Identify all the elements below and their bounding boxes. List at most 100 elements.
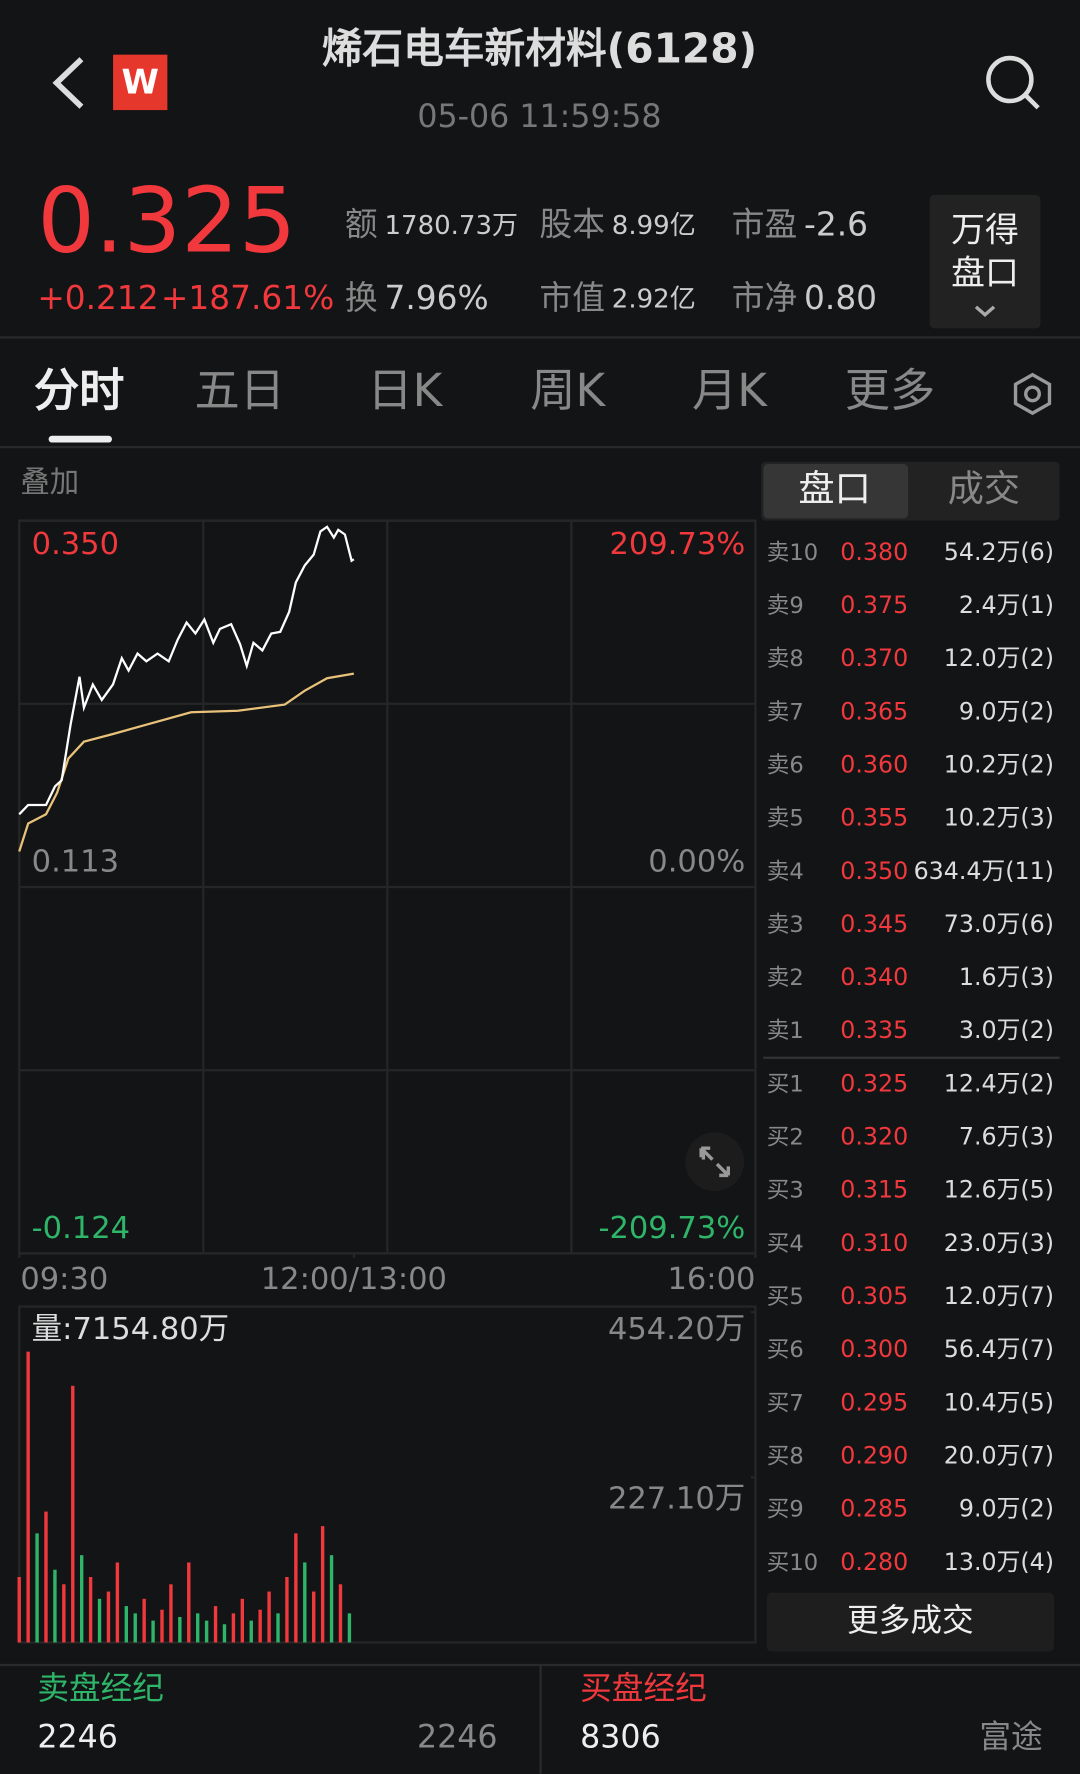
- book-volume: 13.0万(4): [944, 1548, 1054, 1576]
- book-volume: 23.0万(3): [944, 1229, 1054, 1257]
- book-price: 0.305: [840, 1282, 908, 1310]
- book-price: 0.295: [840, 1388, 908, 1416]
- book-volume: 12.4万(2): [944, 1069, 1054, 1097]
- book-volume: 2.4万(1): [959, 591, 1054, 619]
- volume-bar: [17, 1577, 21, 1643]
- tab-underline: [48, 435, 112, 443]
- volume-bar: [294, 1533, 298, 1643]
- tab[interactable]: 月K: [692, 364, 768, 417]
- book-price: 0.380: [840, 538, 908, 566]
- book-side: 买2: [767, 1125, 804, 1151]
- wind-button[interactable]: 万得 盘口: [929, 194, 1041, 329]
- stat-value: 2.92亿: [612, 285, 696, 315]
- book-price: 0.285: [840, 1495, 908, 1523]
- button-bg: [929, 194, 1041, 329]
- stat-value: -2.6: [804, 206, 868, 244]
- book-side: 买7: [767, 1390, 804, 1416]
- broker-title[interactable]: 卖盘经纪: [37, 1671, 164, 1707]
- chevron: [974, 305, 996, 318]
- broker-right: 2246: [417, 1720, 498, 1756]
- volume-bar: [169, 1584, 173, 1643]
- settings-button[interactable]: [1013, 372, 1052, 416]
- book-side: 卖6: [767, 752, 804, 778]
- book-volume: 12.0万(7): [944, 1282, 1054, 1310]
- book-side: 买4: [767, 1231, 804, 1257]
- book-volume: 10.2万(2): [944, 750, 1054, 778]
- volume-bar: [312, 1591, 316, 1643]
- y2-tick-label: 0.00%: [648, 845, 745, 880]
- tab[interactable]: 五日: [195, 364, 285, 417]
- volume-bar: [187, 1562, 191, 1643]
- y-tick-label: -0.124: [32, 1211, 130, 1246]
- book-volume: 10.4万(5): [944, 1388, 1054, 1416]
- book-price: 0.365: [840, 697, 908, 725]
- x-tick-label: 09:30: [20, 1262, 108, 1297]
- volume-bar: [213, 1606, 218, 1643]
- change-pct: +187.61%: [161, 279, 334, 317]
- volume-bar: [178, 1616, 182, 1643]
- book-side: 卖1: [767, 1018, 804, 1044]
- book-side: 买9: [767, 1497, 804, 1523]
- broker-title[interactable]: 买盘经纪: [580, 1671, 707, 1707]
- y-tick-label: 0.113: [32, 845, 119, 880]
- y-tick-label: 227.10万: [608, 1481, 745, 1516]
- book-tab[interactable]: 成交: [948, 467, 1020, 510]
- book-price: 0.325: [840, 1069, 908, 1097]
- volume-bar: [196, 1613, 200, 1643]
- volume-bar: [320, 1526, 325, 1643]
- settings-icon: [1024, 385, 1041, 403]
- change: +0.212: [37, 279, 158, 317]
- volume-bar: [62, 1584, 66, 1643]
- book-side: 卖2: [767, 965, 804, 991]
- stat-label: 额: [345, 206, 378, 244]
- book-price: 0.355: [840, 804, 908, 832]
- logo: W: [122, 63, 159, 102]
- average-line: [18, 672, 355, 852]
- volume-frame: [18, 1305, 757, 1644]
- book-side: 卖8: [767, 646, 804, 672]
- expand-button[interactable]: [685, 1132, 745, 1192]
- overlay-button[interactable]: 叠加: [20, 465, 79, 499]
- book-volume: 12.6万(5): [944, 1176, 1054, 1204]
- tab[interactable]: 周K: [530, 364, 606, 417]
- volume-bar: [79, 1555, 84, 1643]
- volume-title: 量:7154.80万: [32, 1312, 230, 1347]
- book-price: 0.370: [840, 644, 908, 672]
- tab[interactable]: 更多: [845, 364, 935, 417]
- book-side: 买1: [767, 1071, 804, 1097]
- book-side: 卖3: [767, 912, 804, 938]
- back-button[interactable]: [52, 57, 84, 109]
- book-tab[interactable]: 盘口: [798, 467, 870, 510]
- volume-bar: [222, 1624, 227, 1643]
- book-price: 0.290: [840, 1441, 908, 1469]
- y2-tick-label: -209.73%: [598, 1211, 745, 1246]
- more-trades-button[interactable]: [766, 1592, 1054, 1652]
- volume-bar: [53, 1569, 57, 1643]
- volume-bar: [285, 1577, 289, 1643]
- stat-value: 1780.73万: [385, 211, 519, 241]
- volume-bar: [142, 1598, 146, 1643]
- volume-bar: [88, 1577, 93, 1643]
- book-side: 卖10: [767, 540, 818, 566]
- volume-bar: [240, 1598, 245, 1643]
- book-side: 买5: [767, 1284, 804, 1310]
- x-tick-label: 16:00: [667, 1262, 755, 1297]
- book-price: 0.345: [840, 910, 908, 938]
- volume-bar: [249, 1620, 253, 1643]
- book-price: 0.360: [840, 750, 908, 778]
- tab[interactable]: 分时: [34, 364, 124, 417]
- book-volume: 634.4万(11): [914, 857, 1054, 885]
- book-price: 0.375: [840, 591, 908, 619]
- tab[interactable]: 日K: [367, 364, 443, 417]
- volume-bar: [35, 1533, 39, 1643]
- stat-label: 市值: [539, 279, 605, 317]
- book-volume: 12.0万(2): [944, 644, 1054, 672]
- expand-icon: [699, 1146, 730, 1178]
- stat-value: 8.99亿: [612, 211, 696, 241]
- book-side: 买3: [767, 1178, 804, 1204]
- y-tick-label: 454.20万: [608, 1312, 745, 1347]
- volume-bar: [44, 1511, 48, 1643]
- search-button[interactable]: [986, 55, 1040, 110]
